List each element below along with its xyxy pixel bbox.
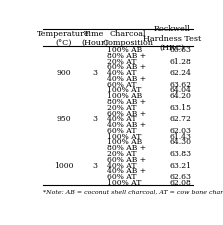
Text: 100% AB: 100% AB xyxy=(107,92,142,100)
Text: 3: 3 xyxy=(92,115,97,123)
Text: 60% AT: 60% AT xyxy=(107,172,136,180)
Text: 60.63: 60.63 xyxy=(169,46,191,54)
Text: 20% AT: 20% AT xyxy=(107,149,136,157)
Text: 64.20: 64.20 xyxy=(169,92,191,100)
Text: 60% AB +: 60% AB + xyxy=(107,155,146,163)
Text: 62.24: 62.24 xyxy=(169,69,191,77)
Text: 61.28: 61.28 xyxy=(169,57,191,65)
Text: Rockwell
Hardness Test
(HRC): Rockwell Hardness Test (HRC) xyxy=(142,25,201,52)
Text: 80% AB +: 80% AB + xyxy=(107,52,146,60)
Text: 63.62: 63.62 xyxy=(169,80,191,88)
Text: 62.72: 62.72 xyxy=(169,115,191,123)
Text: 40% AB +: 40% AB + xyxy=(107,121,146,128)
Text: 3: 3 xyxy=(92,69,97,77)
Text: 60% AT: 60% AT xyxy=(107,80,136,88)
Text: 100% AB: 100% AB xyxy=(107,46,142,54)
Text: 60% AB +: 60% AB + xyxy=(107,109,146,117)
Text: *Note: AB = coconut shell charcoal, AT = cow bone charcoal: *Note: AB = coconut shell charcoal, AT =… xyxy=(43,189,223,194)
Text: 3: 3 xyxy=(92,161,97,169)
Text: 63.21: 63.21 xyxy=(169,161,191,169)
Text: 100% AT: 100% AT xyxy=(107,132,141,140)
Text: 63.83: 63.83 xyxy=(169,149,191,157)
Text: 62.03: 62.03 xyxy=(169,126,191,134)
Text: 80% AB +: 80% AB + xyxy=(107,98,146,106)
Text: 64.30: 64.30 xyxy=(169,138,191,146)
Text: 40% AT: 40% AT xyxy=(107,115,136,123)
Text: 62.08: 62.08 xyxy=(169,178,191,186)
Text: 100% AT: 100% AT xyxy=(107,86,141,94)
Text: 60% AT: 60% AT xyxy=(107,126,136,134)
Text: 64.04: 64.04 xyxy=(169,86,191,94)
Text: 40% AB +: 40% AB + xyxy=(107,74,146,83)
Text: 40% AB +: 40% AB + xyxy=(107,166,146,175)
Text: 900: 900 xyxy=(56,69,71,77)
Text: 80% AB +: 80% AB + xyxy=(107,144,146,151)
Text: 1000: 1000 xyxy=(54,161,73,169)
Text: 63.15: 63.15 xyxy=(169,103,191,111)
Text: 60% AB +: 60% AB + xyxy=(107,63,146,71)
Text: 62.63: 62.63 xyxy=(169,172,191,180)
Text: 40% AT: 40% AT xyxy=(107,69,136,77)
Text: 40% AT: 40% AT xyxy=(107,161,136,169)
Text: Charcoal
Composition: Charcoal Composition xyxy=(102,30,153,47)
Text: 20% AT: 20% AT xyxy=(107,57,136,65)
Text: 20% AT: 20% AT xyxy=(107,103,136,111)
Text: 950: 950 xyxy=(56,115,71,123)
Text: Temperature
(°C): Temperature (°C) xyxy=(37,30,90,47)
Text: 100% AT: 100% AT xyxy=(107,178,141,186)
Text: 61.43: 61.43 xyxy=(169,132,191,140)
Text: 100% AB: 100% AB xyxy=(107,138,142,146)
Text: Time
(Hour): Time (Hour) xyxy=(81,30,108,47)
